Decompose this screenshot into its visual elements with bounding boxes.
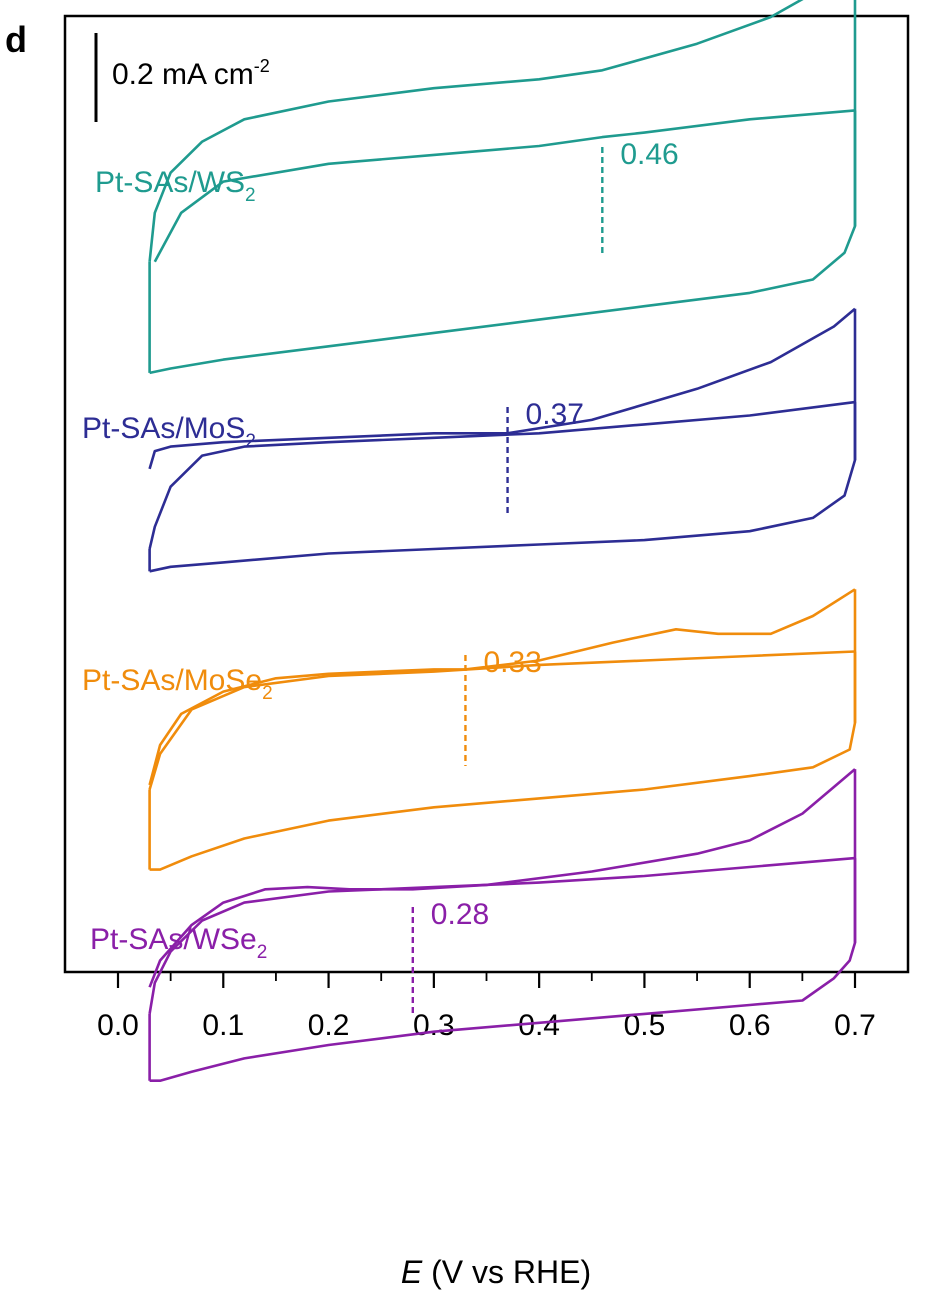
onset-label: 0.28: [431, 898, 489, 931]
series-2: 0.37 Pt-SAs/MoS2: [82, 307, 857, 573]
onset-label: 0.37: [526, 398, 584, 431]
x-tick-label: 0.0: [97, 1009, 139, 1042]
plot-frame: [63, 14, 910, 974]
cv-curve-cathodic: [149, 769, 857, 1082]
onset-label: 0.33: [483, 646, 541, 679]
x-axis: 0.0 0.1 0.2 0.3 0.4 0.5 0.6 0.7: [97, 972, 876, 1042]
x-axis-label: E (V vs RHE): [401, 1254, 591, 1290]
x-tick-label: 0.1: [202, 1009, 244, 1042]
cv-curve-cathodic: [149, 308, 857, 573]
series-4: 0.28 Pt-SAs/WSe2: [90, 768, 857, 1082]
x-tick-label: 0.6: [729, 1009, 771, 1042]
panel-label: d: [5, 19, 27, 60]
series-label: Pt-SAs/MoSe2: [82, 664, 273, 704]
x-tick-label: 0.7: [834, 1009, 876, 1042]
cv-curve-cycle2-anodic: [148, 856, 856, 1015]
cv-curve-cathodic: [149, 0, 857, 375]
cv-curve-cycle2-anodic: [148, 400, 856, 550]
series-1: 0.46 Pt-SAs/WS2: [95, 0, 857, 375]
x-tick-label: 0.3: [413, 1009, 455, 1042]
series-label: Pt-SAs/WS2: [95, 166, 256, 206]
series-label: Pt-SAs/WSe2: [90, 923, 267, 963]
x-tick-label: 0.2: [308, 1009, 350, 1042]
series-3: 0.33 Pt-SAs/MoSe2: [82, 588, 857, 871]
cv-curve-cycle2-anodic: [153, 109, 856, 263]
cv-curve-cathodic: [149, 589, 857, 871]
scale-bar-label: 0.2 mA cm-2: [112, 56, 270, 91]
cv-curve-cycle1-anodic: [148, 0, 804, 262]
cv-curve-cycle2-anodic: [148, 650, 856, 790]
cv-curve-cycle1-anodic: [148, 768, 856, 988]
series-label: Pt-SAs/MoS2: [82, 412, 256, 452]
cv-curve-cycle1-anodic: [148, 307, 856, 470]
onset-label: 0.46: [620, 138, 678, 171]
x-tick-label: 0.4: [518, 1009, 560, 1042]
series-group: 0.46 Pt-SAs/WS2 0.37 Pt-SAs/MoS2 0.33 Pt-SAs/…: [82, 0, 857, 1082]
